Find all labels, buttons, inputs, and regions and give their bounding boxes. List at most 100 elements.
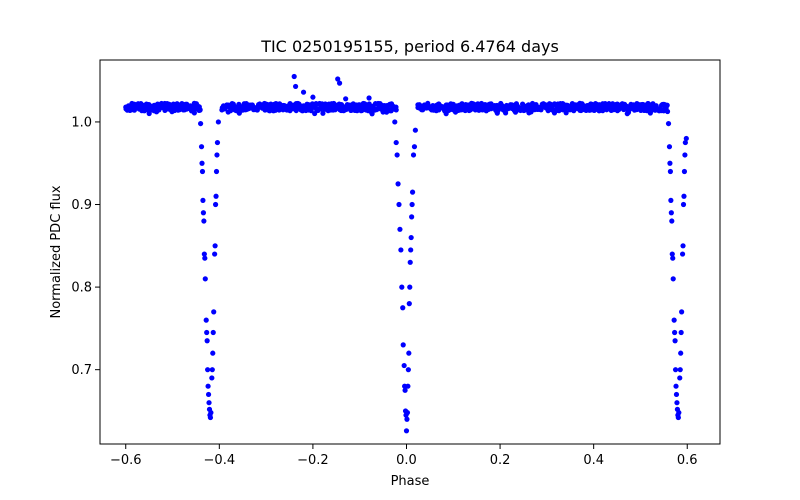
data-point	[678, 329, 684, 336]
data-point	[679, 309, 685, 315]
x-tick-label: −0.2	[297, 453, 329, 468]
data-point	[670, 276, 676, 282]
data-point	[205, 367, 211, 373]
data-point	[343, 96, 349, 102]
data-point	[409, 201, 415, 208]
data-point	[408, 234, 414, 241]
data-point	[678, 350, 684, 356]
data-point	[671, 317, 677, 323]
data-point	[412, 127, 418, 133]
data-point	[394, 152, 400, 158]
data-point	[201, 251, 207, 257]
data-point	[206, 400, 212, 406]
data-point	[199, 160, 205, 166]
x-tick-label: 0.2	[490, 453, 511, 468]
data-point	[404, 410, 411, 416]
data-point	[672, 329, 678, 336]
data-point	[407, 259, 413, 265]
data-point	[392, 119, 398, 125]
data-point	[336, 80, 343, 86]
data-point	[681, 193, 687, 199]
data-point	[672, 338, 678, 344]
data-point	[404, 416, 410, 422]
data-point	[411, 144, 418, 150]
data-point	[211, 309, 217, 315]
y-axis-label: Normalized PDC flux	[49, 185, 64, 318]
plot-frame	[99, 59, 721, 445]
data-point	[664, 108, 671, 115]
data-point	[398, 247, 404, 253]
data-point	[680, 201, 687, 208]
data-point	[406, 350, 412, 356]
data-point	[203, 317, 209, 323]
data-point	[214, 139, 221, 146]
data-point	[207, 414, 214, 421]
data-point	[335, 76, 341, 82]
data-point	[205, 391, 212, 398]
data-point	[563, 110, 569, 116]
data-point	[393, 139, 399, 146]
x-tick-label: 0.0	[396, 453, 417, 468]
data-point	[300, 89, 307, 95]
data-point	[408, 247, 414, 253]
data-point	[212, 251, 218, 257]
data-point	[198, 120, 204, 127]
data-point	[667, 168, 674, 175]
data-point	[397, 226, 403, 232]
data-point	[208, 410, 214, 416]
y-tick-label: 0.7	[71, 363, 92, 378]
data-point	[673, 391, 680, 398]
data-point	[329, 101, 335, 107]
data-point	[352, 107, 358, 113]
data-point	[213, 193, 219, 199]
data-point	[320, 110, 326, 116]
data-point	[400, 305, 406, 311]
data-point	[667, 160, 673, 166]
data-point	[191, 110, 197, 116]
data-point	[200, 210, 207, 216]
data-point	[683, 135, 689, 142]
data-point	[664, 102, 670, 108]
data-point	[665, 120, 672, 127]
data-point	[368, 109, 374, 115]
data-point	[677, 367, 683, 373]
data-point	[210, 350, 216, 356]
data-points	[123, 73, 689, 434]
data-point	[402, 387, 408, 393]
y-axis-ticks: 0.7 0.8 0.9 1.0	[71, 115, 100, 378]
data-point	[291, 73, 297, 80]
data-point	[197, 107, 203, 113]
data-point	[405, 367, 411, 373]
data-point	[212, 243, 218, 249]
data-point	[669, 218, 675, 224]
data-point	[209, 367, 215, 373]
data-point	[672, 367, 679, 373]
data-point	[401, 362, 407, 369]
data-point	[677, 375, 683, 381]
data-point	[396, 201, 402, 208]
data-point	[405, 383, 411, 389]
data-point	[403, 428, 410, 434]
data-point	[215, 119, 221, 125]
data-point	[214, 152, 220, 158]
data-point	[202, 255, 208, 261]
data-point	[393, 104, 399, 110]
data-point	[198, 144, 205, 150]
x-axis-ticks: −0.6 −0.4 −0.2 0.0 0.2 0.4 0.6	[110, 444, 698, 468]
y-tick-label: 0.8	[71, 281, 92, 296]
data-point	[666, 144, 673, 150]
x-tick-label: 0.4	[583, 453, 604, 468]
data-point	[200, 197, 206, 203]
data-point	[673, 383, 679, 389]
y-tick-label: 1.0	[71, 115, 92, 130]
data-point	[212, 201, 219, 208]
data-point	[674, 400, 680, 406]
data-point	[409, 214, 415, 220]
x-axis-label: Phase	[391, 474, 430, 489]
data-point	[669, 251, 675, 257]
data-point	[668, 210, 674, 216]
x-tick-label: −0.6	[110, 453, 142, 468]
x-tick-label: 0.6	[677, 453, 698, 468]
data-point	[201, 218, 207, 224]
data-point	[366, 95, 372, 101]
